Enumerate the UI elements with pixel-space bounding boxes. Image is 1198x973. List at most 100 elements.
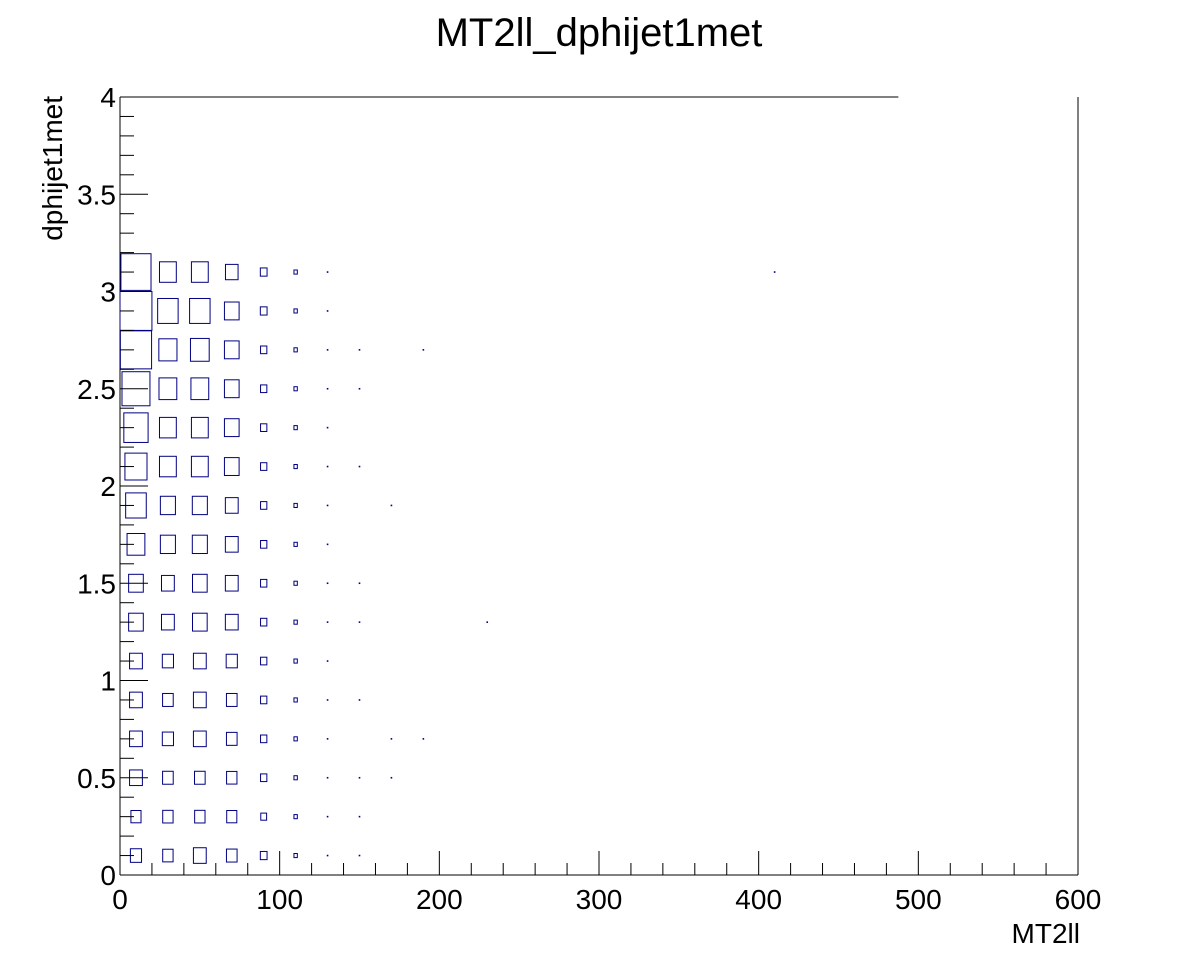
x-tick-label: 100 <box>256 884 303 915</box>
bin-box <box>358 699 361 701</box>
chart-title: MT2ll_dphijet1met <box>436 11 763 55</box>
bin-box <box>326 310 329 312</box>
bin-box <box>189 297 211 324</box>
bin-box <box>190 261 209 283</box>
bin-box <box>223 457 240 476</box>
bin-box <box>260 773 268 783</box>
bin-box <box>326 543 329 546</box>
bin-box <box>194 809 206 824</box>
bin-box <box>194 770 206 785</box>
bin-box <box>260 578 268 588</box>
bin-box <box>260 384 268 394</box>
y-tick-label: 2.5 <box>77 374 116 405</box>
bin-box <box>259 267 268 277</box>
bin-box <box>225 731 238 746</box>
x-axis-label: MT2ll <box>1012 918 1080 949</box>
bin-box <box>260 617 268 627</box>
bin-box <box>422 349 425 351</box>
bin-box <box>260 656 268 666</box>
bin-box <box>358 854 361 857</box>
bin-box <box>260 734 268 744</box>
bin-box <box>293 347 298 353</box>
bin-box <box>260 462 268 471</box>
bin-box <box>190 416 209 439</box>
bin-box <box>162 848 174 863</box>
bin-box <box>390 738 393 740</box>
bin-box <box>159 534 176 555</box>
bin-box <box>190 455 209 478</box>
bin-box <box>293 814 298 820</box>
bin-box <box>158 338 178 362</box>
bin-box <box>226 770 238 785</box>
bin-box <box>358 387 361 390</box>
bin-box <box>160 613 175 631</box>
bin-box <box>192 573 208 593</box>
bin-box <box>326 426 329 429</box>
bin-box <box>293 697 298 703</box>
bin-box <box>192 691 207 709</box>
bin-box <box>358 776 361 779</box>
bin-box <box>358 815 361 818</box>
bin-box <box>191 495 208 516</box>
bin-box <box>192 612 208 632</box>
y-tick-label: 1 <box>100 666 116 697</box>
bin-box <box>224 263 239 281</box>
bin-box <box>773 271 776 273</box>
bin-box <box>293 269 298 275</box>
bin-box <box>293 619 298 625</box>
bin-box <box>293 658 298 664</box>
bin-box <box>293 502 298 508</box>
bin-box <box>190 377 210 401</box>
bin-box <box>293 464 298 470</box>
x-tick-label: 0 <box>112 884 128 915</box>
bin-box <box>260 812 268 821</box>
bin-box <box>157 297 179 324</box>
y-axis: 0 0.5 1 1.5 2 2.5 3 3.5 4 <box>77 82 148 891</box>
bin-box <box>226 810 238 824</box>
bin-box <box>162 809 174 824</box>
bin-box <box>260 345 268 355</box>
x-tick-label: 400 <box>735 884 782 915</box>
bin-box <box>422 738 425 740</box>
y-tick-label: 3.5 <box>77 179 116 210</box>
x-tick-label: 500 <box>895 884 942 915</box>
bin-box <box>223 418 240 438</box>
bin-box <box>158 455 177 478</box>
bin-box <box>326 699 329 701</box>
bin-box <box>260 540 268 549</box>
bin-box <box>225 692 238 707</box>
bin-box <box>225 653 238 669</box>
bin-box <box>158 377 178 401</box>
bin-box <box>293 541 298 547</box>
bin-box <box>260 423 268 432</box>
bin-box <box>223 301 240 321</box>
bin-box <box>192 847 207 864</box>
bin-box <box>259 850 268 861</box>
y-axis-label: dphijet1met <box>37 96 68 241</box>
plot-frame <box>119 96 1079 876</box>
bin-box <box>486 621 489 623</box>
bin-box <box>358 582 361 585</box>
x-axis: 0 100 200 300 400 500 600 <box>112 851 1101 915</box>
y-tick-label: 4 <box>100 82 116 113</box>
y-tick-label: 0.5 <box>77 763 116 794</box>
bin-box <box>158 416 177 439</box>
bin-box <box>192 652 207 670</box>
bin-box <box>225 848 238 863</box>
bin-box <box>161 653 174 669</box>
bin-box <box>326 271 329 273</box>
bin-box <box>390 776 393 779</box>
y-tick-label: 1.5 <box>77 568 116 599</box>
bin-box <box>293 775 298 781</box>
x-tick-label: 300 <box>576 884 623 915</box>
bin-box <box>259 306 268 316</box>
bin-box <box>358 349 361 351</box>
bin-box <box>224 574 239 592</box>
bin-box <box>223 340 240 360</box>
bin-box <box>224 497 239 514</box>
bin-box <box>224 613 239 631</box>
bin-box <box>161 731 174 747</box>
bin-box <box>293 736 298 742</box>
bin-box <box>293 853 298 859</box>
